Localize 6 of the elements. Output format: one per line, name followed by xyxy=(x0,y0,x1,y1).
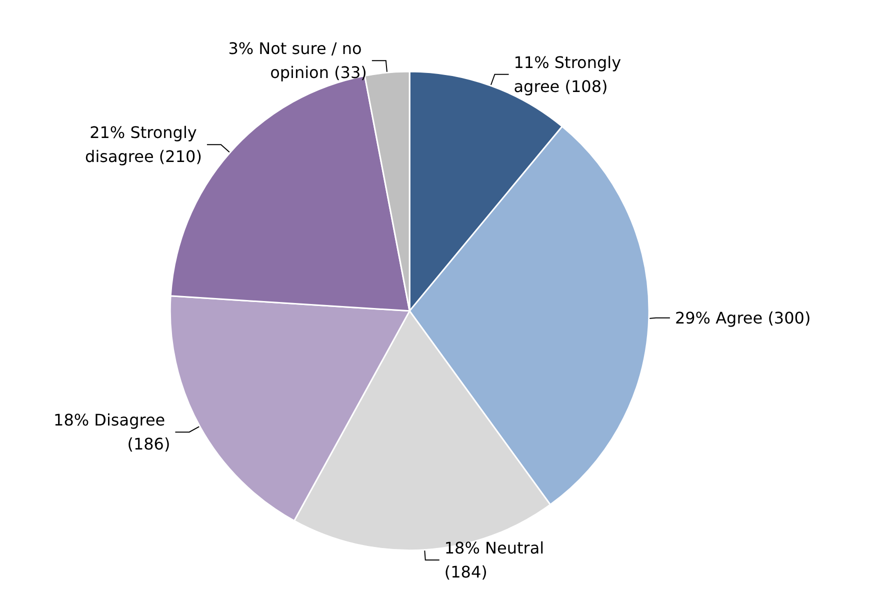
slice-label: 11% Strongly agree (108) xyxy=(514,52,626,96)
slice-label: 21% Strongly disagree (210) xyxy=(85,123,202,166)
slice-label: 18% Disagree (186) xyxy=(54,410,170,454)
slice-label: 18% Neutral (184) xyxy=(444,538,550,582)
slice-label: 3% Not sure / no opinion (33) xyxy=(228,39,367,82)
slice-label: 29% Agree (300) xyxy=(674,308,811,328)
